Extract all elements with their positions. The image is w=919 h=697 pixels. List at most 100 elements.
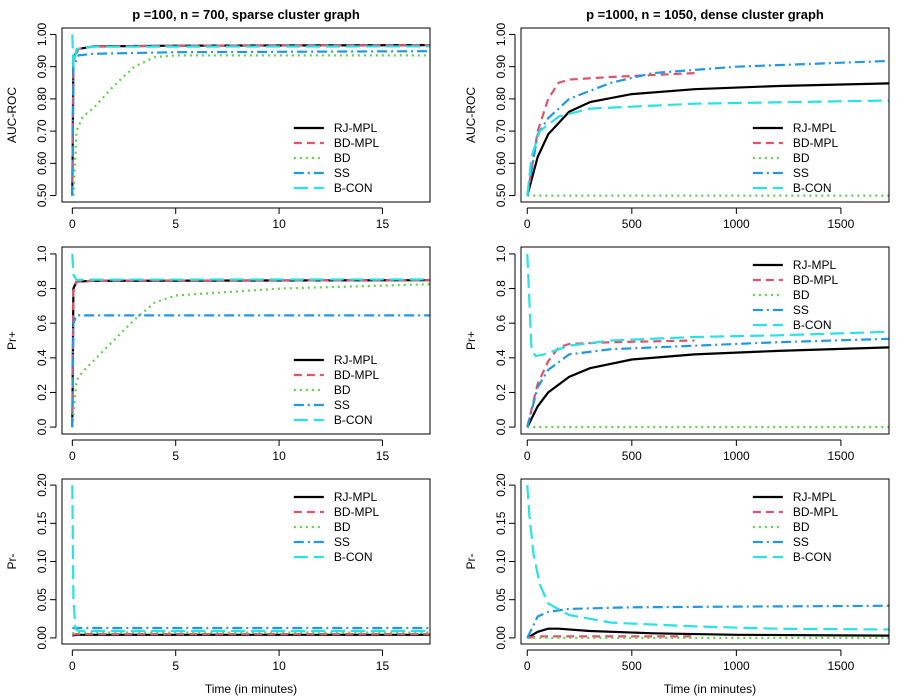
x-tick-label: 0: [69, 449, 76, 463]
plot-frame: [520, 478, 890, 645]
x-tick-label: 500: [622, 217, 642, 231]
legend-label-bd-mpl: BD-MPL: [334, 505, 380, 519]
legend-label-b-con: B-CON: [793, 550, 832, 564]
series-group: [71, 485, 430, 637]
series-line-ss: [71, 50, 430, 196]
legend-label-ss: SS: [334, 535, 350, 549]
series-group: [526, 485, 889, 640]
x-tick-label: 0: [69, 217, 76, 231]
series-line-bd: [72, 631, 430, 635]
chart-panel-2: 0 500 1000 1500 0.50 0.60 0.70 0.80 0.90 1.00 AUC-…: [464, 7, 890, 231]
y-axis-title: Pr+: [464, 331, 478, 350]
y-tick-label: 0.05: [494, 588, 508, 612]
series-line-ss: [526, 604, 889, 639]
chart-title: p =1000, n = 1050, dense cluster graph: [586, 7, 824, 22]
y-tick-label: 0.15: [494, 511, 508, 535]
chart-panel-4: 0 500 1000 15000.00.20.40.60.81.0Pr+RJ-MPLB…: [464, 245, 890, 463]
chart-panel-1: 0 5 10 15 0.50 0.60 0.70 0.80 0.90 1.00 AUC-ROC p =…: [5, 7, 431, 231]
y-tick-label: 1.0: [35, 245, 49, 262]
legend-label-b-con: B-CON: [334, 550, 373, 564]
x-tick-label: 5: [172, 217, 179, 231]
y-tick-label: 1.0: [494, 245, 508, 262]
series-group: [526, 253, 889, 429]
x-tick-label: 500: [622, 659, 642, 673]
legend-label-bd-mpl: BD-MPL: [334, 368, 380, 382]
legend-label-bd: BD: [334, 151, 351, 165]
series-line-ss: [71, 314, 430, 428]
x-tick-label: 1000: [723, 659, 750, 673]
legend-label-rj-mpl: RJ-MPL: [334, 353, 378, 367]
y-tick-label: 0.05: [35, 588, 49, 612]
chart-panel-5: 0 5 10 15 0.00 0.05 0.10 0.15 0.20 Pr- RJ-MPLBD-MP…: [5, 473, 431, 673]
y-tick-label: 0.4: [35, 349, 49, 366]
series-group: [71, 253, 430, 428]
x-tick-label: 5: [172, 659, 179, 673]
y-tick-label: 0.10: [35, 549, 49, 573]
legend-label-rj-mpl: RJ-MPL: [793, 121, 837, 135]
x-tick-label: 0: [69, 659, 76, 673]
y-tick-label: 0.2: [35, 384, 49, 401]
y-tick-label: 0.6: [494, 315, 508, 332]
y-tick-label: 0.0: [494, 418, 508, 435]
y-tick-label: 0.80: [494, 87, 508, 111]
legend-label-bd: BD: [334, 383, 351, 397]
legend-label-bd: BD: [793, 520, 810, 534]
y-axis-title: Pr-: [5, 554, 19, 570]
plot-frame: [61, 27, 431, 203]
legend-label-bd-mpl: BD-MPL: [793, 136, 839, 150]
y-tick-label: 0.70: [494, 119, 508, 143]
legend-label-b-con: B-CON: [793, 318, 832, 332]
y-tick-label: 0.2: [494, 384, 508, 401]
x-tick-label: 0: [524, 449, 531, 463]
plot-frame: [61, 478, 431, 645]
series-group: [526, 59, 889, 197]
legend-label-bd: BD: [793, 288, 810, 302]
y-axis-title: AUC-ROC: [5, 87, 19, 143]
series-line-bd-mpl: [72, 632, 430, 636]
x-axis-title-left: Time (in minutes): [205, 682, 297, 696]
legend-label-ss: SS: [793, 166, 809, 180]
series-line-bd-mpl: [526, 72, 695, 196]
chart-title: p =100, n = 700, sparse cluster graph: [132, 7, 360, 22]
y-tick-label: 0.8: [35, 280, 49, 297]
y-tick-label: 0.8: [494, 280, 508, 297]
legend-label-bd-mpl: BD-MPL: [793, 505, 839, 519]
legend-label-rj-mpl: RJ-MPL: [793, 258, 837, 272]
y-tick-label: 0.20: [35, 473, 49, 497]
series-line-b-con: [71, 485, 430, 633]
y-axis-title: Pr+: [5, 331, 19, 350]
legend-label-rj-mpl: RJ-MPL: [793, 490, 837, 504]
x-tick-label: 5: [172, 449, 179, 463]
y-tick-label: 0.50: [35, 184, 49, 208]
series-line-b-con: [526, 99, 889, 196]
legend-label-bd: BD: [334, 520, 351, 534]
y-tick-label: 0.50: [494, 184, 508, 208]
y-axis-title: AUC-ROC: [464, 87, 478, 143]
x-axis-title-right: Time (in minutes): [664, 682, 756, 696]
x-tick-label: 1500: [828, 449, 855, 463]
plot-frame: [520, 27, 890, 203]
y-tick-label: 0.0: [35, 418, 49, 435]
series-line-ss: [526, 337, 889, 428]
y-tick-label: 0.70: [35, 119, 49, 143]
x-tick-label: 1000: [723, 449, 750, 463]
series-line-rj-mpl: [526, 627, 889, 639]
legend-label-rj-mpl: RJ-MPL: [334, 490, 378, 504]
legend-label-ss: SS: [793, 303, 809, 317]
y-tick-label: 0.00: [35, 626, 49, 650]
chart-panel-6: 0 500 1000 1500 0.00 0.05 0.10 0.15 0.20 Pr- RJ-MP…: [464, 473, 890, 673]
series-line-rj-mpl: [526, 346, 889, 428]
plot-frame: [520, 246, 890, 435]
series-line-bd-mpl: [71, 279, 430, 428]
y-tick-label: 0.10: [494, 549, 508, 573]
legend-label-b-con: B-CON: [334, 413, 373, 427]
series-line-b-con: [71, 253, 430, 281]
y-tick-label: 0.80: [35, 87, 49, 111]
series-line-bd-mpl: [526, 339, 695, 428]
chart-panel-3: 0 5 10 150.00.20.40.60.81.0Pr+RJ-MPLBD-MPLB…: [5, 245, 431, 463]
x-tick-label: 1500: [828, 217, 855, 231]
x-tick-label: 15: [376, 449, 390, 463]
